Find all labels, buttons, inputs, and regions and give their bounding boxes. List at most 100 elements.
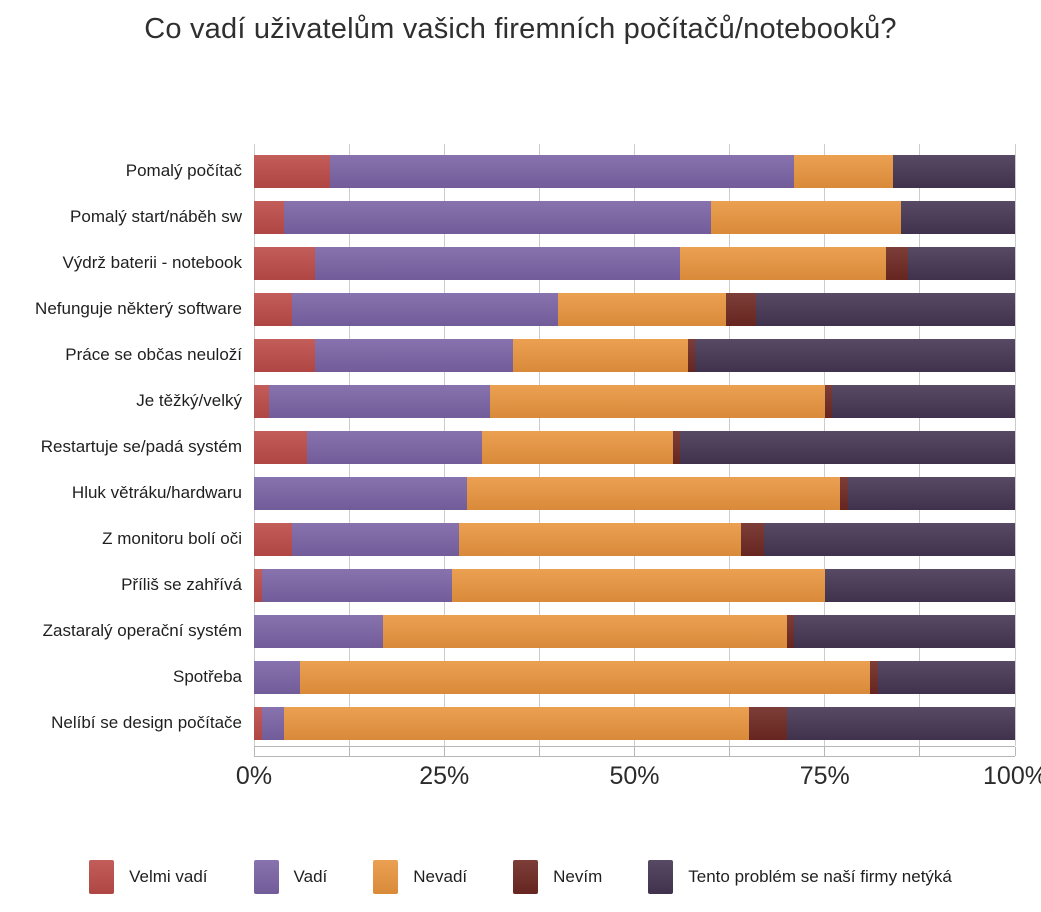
bar-segment-nevadi — [794, 154, 894, 188]
bar-segment-vadi — [314, 246, 681, 280]
category-label: Pomalý start/náběh sw — [70, 207, 242, 226]
bar-segment-netyka — [847, 476, 1015, 510]
bar-segment-vadi — [254, 476, 468, 510]
legend-label: Vadí — [293, 867, 328, 886]
bar-segment-nevim — [885, 246, 909, 280]
bar-row — [254, 148, 1015, 194]
bar-segment-netyka — [878, 660, 1015, 694]
bar-segment-nevadi — [482, 430, 673, 464]
bar-segment-nevadi — [459, 522, 742, 556]
legend-label: Nevadí — [413, 867, 468, 886]
axis-tick — [348, 747, 350, 756]
bar-segment-velmi-vadi — [254, 338, 315, 372]
bar-segment-nevim — [741, 522, 764, 556]
bar-segment-nevim — [870, 660, 879, 694]
bar-row — [254, 608, 1015, 654]
bar-segment-velmi-vadi — [254, 568, 262, 602]
legend-swatch — [373, 860, 399, 894]
gridline — [1014, 144, 1016, 746]
bar-segment-netyka — [756, 292, 1015, 326]
category-label: Příliš se zahřívá — [121, 575, 242, 594]
stacked-bar — [254, 154, 1015, 188]
bar-segment-netyka — [832, 384, 1015, 418]
x-axis-label: 0% — [235, 762, 273, 790]
category-label: Nefunguje některý software — [35, 299, 242, 318]
axis-tick — [634, 747, 635, 756]
bar-row — [254, 516, 1015, 562]
plot-area — [253, 144, 1016, 746]
bar-segment-netyka — [893, 154, 1015, 188]
bar-segment-velmi-vadi — [254, 384, 270, 418]
category-label: Z monitoru bolí oči — [102, 529, 242, 548]
bar-segment-nevadi — [467, 476, 840, 510]
bar-segment-velmi-vadi — [254, 292, 293, 326]
x-axis-label: 50% — [609, 762, 660, 790]
bar-segment-nevadi — [383, 614, 787, 648]
bar-segment-netyka — [786, 706, 1015, 740]
legend-item-nevim: Nevím — [513, 860, 602, 894]
legend-swatch — [89, 860, 115, 894]
stacked-bar — [254, 614, 1015, 648]
bar-row — [254, 332, 1015, 378]
category-label: Hluk větráku/hardwaru — [71, 483, 242, 502]
axis-tick — [824, 747, 826, 756]
bar-row — [254, 240, 1015, 286]
axis-tick — [253, 747, 255, 756]
axis-tick — [538, 747, 540, 756]
bar-segment-vadi — [284, 200, 711, 234]
legend-label: Nevím — [553, 867, 603, 886]
bar-segment-vadi — [269, 384, 490, 418]
bar-segment-vadi — [307, 430, 483, 464]
chart-legend: Velmi vadí Vadí Nevadí Nevím Tento problém s… — [0, 860, 1041, 894]
bar-segment-nevim — [687, 338, 696, 372]
bar-segment-nevim — [748, 706, 787, 740]
stacked-bar — [254, 292, 1015, 326]
axis-tick — [1014, 747, 1016, 756]
axis-tick — [443, 747, 445, 756]
bar-segment-nevadi — [710, 200, 901, 234]
bar-segment-vadi — [254, 660, 300, 694]
bar-segment-velmi-vadi — [254, 430, 308, 464]
legend-swatch — [648, 860, 674, 894]
bar-segment-nevadi — [512, 338, 688, 372]
category-label: Práce se občas neuloží — [65, 345, 242, 364]
category-label: Zastaralý operační systém — [42, 621, 242, 640]
bar-segment-nevadi — [489, 384, 825, 418]
bar-segment-nevim — [824, 384, 833, 418]
x-axis-label: 100% — [983, 762, 1041, 790]
stacked-bar-chart: Pomalý počítač Pomalý start/náběh sw Výdrž… — [0, 144, 1016, 746]
bar-segment-vadi — [261, 706, 285, 740]
bar-segment-nevadi — [680, 246, 886, 280]
bar-segment-netyka — [695, 338, 1015, 372]
bar-segment-vadi — [254, 614, 384, 648]
bar-row — [254, 194, 1015, 240]
bar-row — [254, 700, 1015, 746]
bar-segment-nevim — [786, 614, 795, 648]
category-label: Je těžký/velký — [136, 391, 242, 410]
x-axis-label: 25% — [419, 762, 470, 790]
stacked-bar — [254, 706, 1015, 740]
bar-segment-velmi-vadi — [254, 246, 315, 280]
legend-label: Velmi vadí — [129, 867, 208, 886]
stacked-bar — [254, 476, 1015, 510]
x-axis-label: 75% — [799, 762, 850, 790]
legend-item-velmi-vadi: Velmi vadí — [89, 860, 208, 894]
x-axis-strip — [253, 746, 1016, 757]
axis-tick — [729, 747, 731, 756]
stacked-bar — [254, 246, 1015, 280]
category-label: Nelíbí se design počítače — [51, 713, 242, 732]
category-label: Restartuje se/padá systém — [40, 437, 242, 456]
bar-segment-netyka — [824, 568, 1015, 602]
category-label: Výdrž baterii - notebook — [62, 253, 242, 272]
bar-segment-vadi — [330, 154, 795, 188]
bar-row — [254, 286, 1015, 332]
bar-segment-velmi-vadi — [254, 522, 293, 556]
legend-label: Tento problém se naší firmy netýká — [688, 867, 952, 886]
bar-row — [254, 378, 1015, 424]
category-labels: Pomalý počítač Pomalý start/náběh sw Výdrž… — [0, 148, 242, 746]
bar-segment-nevadi — [284, 706, 749, 740]
category-label: Spotřeba — [173, 667, 242, 686]
bar-segment-netyka — [794, 614, 1015, 648]
stacked-bar — [254, 522, 1015, 556]
